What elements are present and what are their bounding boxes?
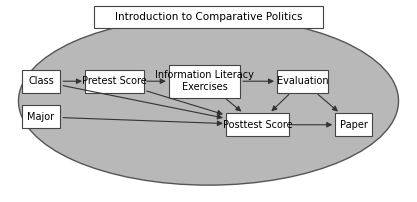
FancyBboxPatch shape	[168, 65, 240, 98]
FancyBboxPatch shape	[277, 70, 328, 93]
FancyBboxPatch shape	[226, 113, 289, 136]
Text: Posttest Score: Posttest Score	[223, 120, 292, 130]
FancyBboxPatch shape	[22, 70, 60, 93]
Text: Major: Major	[28, 112, 55, 122]
Text: Information Literacy
Exercises: Information Literacy Exercises	[155, 70, 254, 92]
Text: Class: Class	[28, 76, 54, 86]
Text: Introduction to Comparative Politics: Introduction to Comparative Politics	[115, 12, 302, 22]
FancyBboxPatch shape	[335, 113, 372, 136]
Text: Pretest Score: Pretest Score	[82, 76, 147, 86]
Text: Paper: Paper	[339, 120, 367, 130]
Text: Evaluation: Evaluation	[276, 76, 328, 86]
Ellipse shape	[18, 17, 399, 185]
FancyBboxPatch shape	[22, 105, 60, 128]
FancyBboxPatch shape	[85, 70, 144, 93]
FancyBboxPatch shape	[94, 6, 323, 28]
